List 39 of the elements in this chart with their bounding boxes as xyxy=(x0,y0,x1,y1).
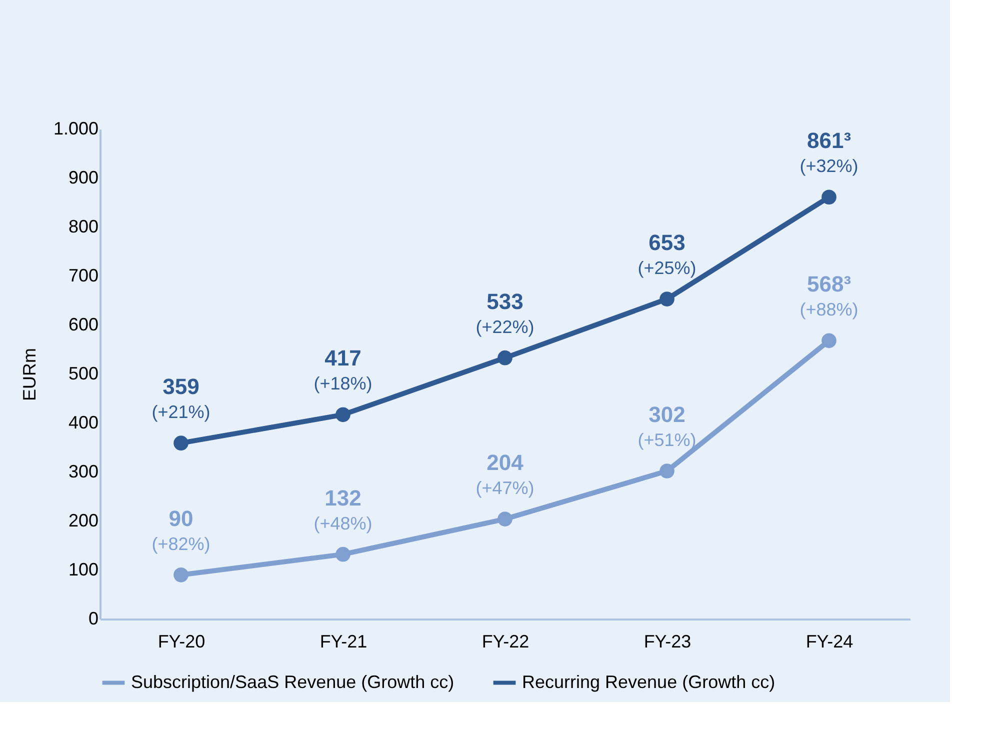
y-tick-label: 0 xyxy=(88,608,98,628)
legend-label: Recurring Revenue (Growth cc) xyxy=(522,672,776,692)
point xyxy=(336,407,350,422)
text: 359 (+21%) xyxy=(152,374,210,422)
point xyxy=(174,436,188,450)
point xyxy=(660,464,674,478)
y-tick-label: 600 xyxy=(68,314,98,334)
text: 132 (+48%) xyxy=(314,485,372,534)
point xyxy=(822,190,836,205)
point xyxy=(822,333,836,348)
x-tick-label: FY-20 xyxy=(158,632,206,652)
y-tick-label: 200 xyxy=(68,510,98,530)
point xyxy=(660,292,674,306)
point xyxy=(498,350,512,366)
text: 533 (+22%) xyxy=(476,288,534,337)
y-tick-label: 400 xyxy=(68,412,98,432)
y-tick-label: 300 xyxy=(68,462,98,482)
y-tick-label: 900 xyxy=(68,168,98,188)
x-tick-label: FY-21 xyxy=(320,632,368,652)
y-tick-label: 500 xyxy=(68,364,98,384)
y-axis-title: EURm xyxy=(19,348,40,401)
point xyxy=(498,512,512,526)
text: 653 (+25%) xyxy=(638,230,696,278)
point xyxy=(174,568,188,582)
y-tick-label: 800 xyxy=(68,216,98,236)
y-tick-label: 1.000 xyxy=(53,118,98,138)
point xyxy=(336,546,350,562)
text: 861³ (+32%) xyxy=(800,128,858,176)
y-tick-label: 100 xyxy=(68,560,98,580)
text: 417 (+18%) xyxy=(314,346,372,394)
legend-label: Subscription/SaaS Revenue (Growth cc) xyxy=(131,672,454,692)
text: 302 (+51%) xyxy=(638,402,696,450)
text: 90 (+82%) xyxy=(152,506,210,554)
x-tick-label: FY-24 xyxy=(806,632,854,652)
y-tick-label: 700 xyxy=(68,266,98,286)
text: 568³ (+88%) xyxy=(800,272,858,320)
x-tick-label: FY-23 xyxy=(644,632,692,652)
text: 204 (+47%) xyxy=(476,450,534,498)
x-tick-label: FY-22 xyxy=(482,632,530,652)
